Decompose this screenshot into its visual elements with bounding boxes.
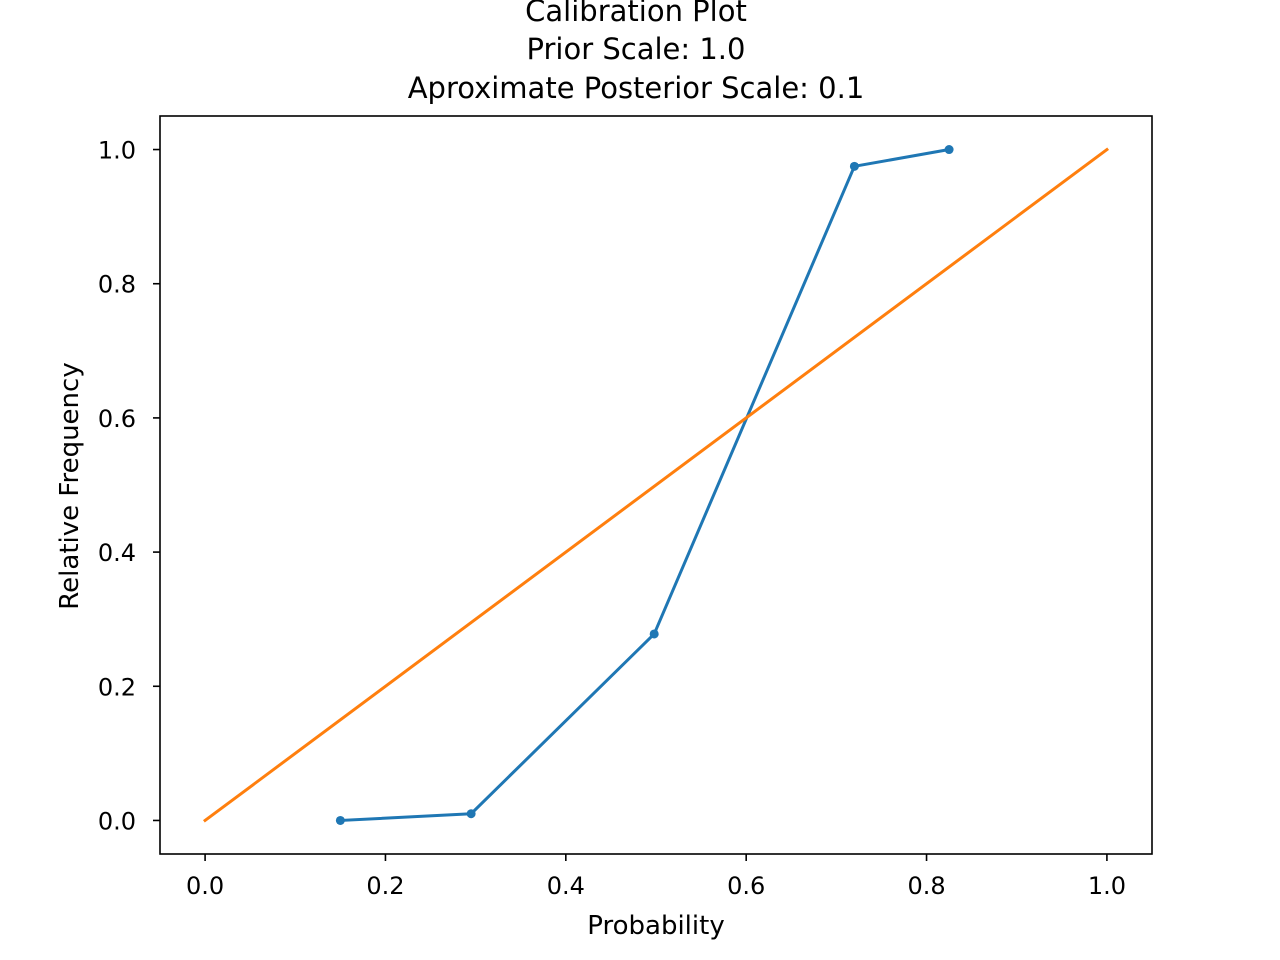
chart-subtitle-posterior-scale: Aproximate Posterior Scale: 0.1 <box>407 71 865 105</box>
x-axis-label: Probability <box>587 911 724 941</box>
series-0-line <box>338 147 951 823</box>
series-1 <box>202 147 1110 823</box>
x-tick-label: 0.6 <box>727 872 765 900</box>
series-0-point <box>849 161 859 171</box>
chart-subtitle-prior-scale: Prior Scale: 1.0 <box>526 32 746 66</box>
x-axis: 0.0 0.2 0.4 0.6 0.8 1.0 <box>186 854 1126 900</box>
series-0-point <box>649 629 659 639</box>
series-0-point <box>335 815 345 825</box>
series-0-point <box>466 809 476 819</box>
series-0-point <box>944 145 954 155</box>
y-axis-label: Relative Frequency <box>55 362 85 609</box>
series-1-line <box>202 147 1110 823</box>
x-tick-label: 0.2 <box>366 872 404 900</box>
y-tick-label: 1.0 <box>98 137 136 165</box>
x-tick-label: 0.0 <box>186 872 224 900</box>
x-tick-label: 0.8 <box>907 872 945 900</box>
x-tick-label: 0.4 <box>547 872 585 900</box>
y-axis: 0.0 0.2 0.4 0.6 0.8 1.0 <box>98 137 160 835</box>
x-tick-label: 1.0 <box>1088 872 1126 900</box>
y-tick-label: 0.2 <box>98 673 136 701</box>
y-tick-label: 0.4 <box>98 539 136 567</box>
chart-title: Calibration Plot <box>525 0 747 28</box>
y-tick-label: 0.0 <box>98 807 136 835</box>
axes-frame <box>159 115 1153 855</box>
y-tick-label: 0.6 <box>98 405 136 433</box>
series-0 <box>335 145 954 825</box>
y-tick-label: 0.8 <box>98 271 136 299</box>
